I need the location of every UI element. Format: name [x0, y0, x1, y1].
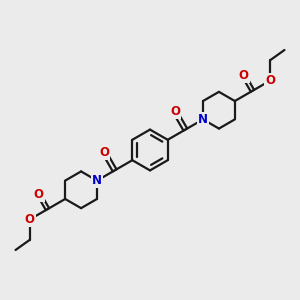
Text: O: O [25, 213, 35, 226]
Text: N: N [92, 174, 102, 187]
Text: O: O [265, 74, 275, 87]
Text: N: N [198, 113, 208, 126]
Text: O: O [170, 105, 180, 119]
Text: N: N [92, 174, 102, 187]
Text: O: O [34, 188, 44, 201]
Text: N: N [198, 113, 208, 126]
Text: O: O [239, 69, 249, 82]
Text: O: O [99, 146, 110, 159]
